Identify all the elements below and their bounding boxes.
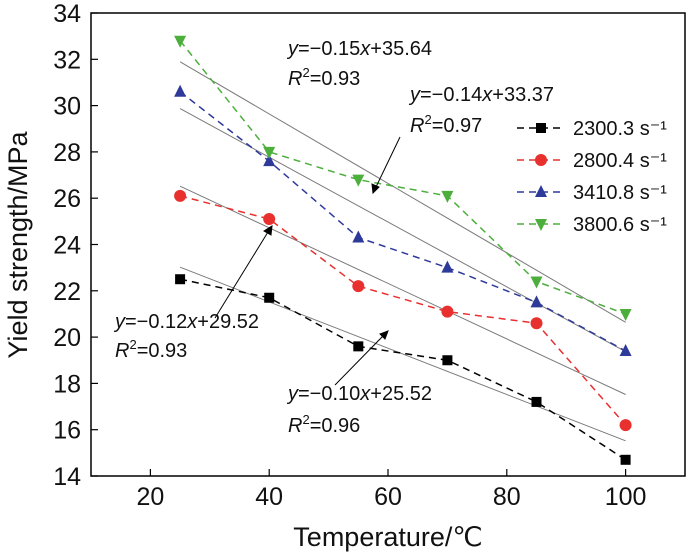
data-point [530, 317, 543, 330]
data-point [442, 355, 453, 366]
y-tick-label: 30 [53, 93, 81, 121]
x-tick-label: 40 [255, 483, 283, 511]
data-point [353, 341, 364, 352]
y-tick-label: 24 [53, 232, 81, 260]
fit-line [179, 185, 626, 395]
data-point [536, 123, 546, 133]
fit-line [179, 266, 626, 442]
data-point [535, 154, 547, 166]
x-tick-label: 20 [136, 483, 164, 511]
arrow-head [371, 183, 380, 195]
annotation-equation: y=−0.10x+25.52 [286, 383, 432, 405]
legend-label: 2800.4 s⁻¹ [573, 150, 667, 172]
data-point [174, 84, 187, 97]
data-point [535, 185, 547, 197]
plot-frame [90, 12, 686, 477]
data-point [620, 454, 631, 465]
annotation-r2: R2=0.93 [115, 337, 187, 362]
legend-label: 3800.6 s⁻¹ [573, 214, 667, 236]
data-point [263, 213, 276, 226]
legend-label: 3410.8 s⁻¹ [573, 182, 667, 204]
series-line [179, 91, 626, 352]
y-tick-label: 18 [53, 370, 81, 398]
y-tick-label: 28 [53, 139, 81, 167]
x-tick-label: 60 [374, 483, 402, 511]
data-point [263, 154, 276, 167]
data-point [619, 343, 632, 356]
data-point [352, 280, 365, 293]
y-tick-label: 22 [53, 278, 81, 306]
x-tick-label: 100 [605, 483, 647, 511]
series-line [179, 40, 626, 315]
y-tick-label: 20 [53, 324, 81, 352]
x-axis-title: Temperature/℃ [293, 522, 482, 552]
data-point [531, 396, 542, 407]
legend: 2300.3 s⁻¹ 2800.4 s⁻¹ 3410.8 s⁻¹ 3800.6 s⁻¹ [517, 118, 667, 236]
y-axis-title: Yield strength/MPa [3, 130, 33, 358]
data-point [619, 419, 632, 432]
y-tick-label: 32 [53, 46, 81, 74]
arrow-line [214, 231, 269, 319]
x-tick-label: 80 [493, 483, 521, 511]
legend-label: 2300.3 s⁻¹ [573, 118, 667, 140]
annotation-r2: R2=0.97 [410, 112, 482, 137]
annotation-equation: y=−0.12x+29.52 [113, 311, 259, 333]
tick-group: 20 40 60 80 100 14 16 18 20 22 24 26 28 30 32 34 [53, 0, 646, 511]
data-point [264, 292, 275, 303]
data-point [619, 308, 632, 321]
annotation-r2: R2=0.96 [288, 412, 360, 437]
data-point [175, 274, 186, 285]
data-point [174, 189, 187, 202]
series-line [179, 278, 627, 461]
data-point [263, 146, 276, 159]
y-tick-label: 26 [53, 185, 81, 213]
y-tick-label: 16 [53, 417, 81, 445]
annotation-equation: y=−0.14x+33.37 [408, 84, 554, 106]
arrow-line [375, 136, 401, 188]
data-point [174, 35, 187, 48]
arrow-head [379, 330, 389, 340]
data-point [441, 260, 454, 273]
y-tick-label: 34 [53, 0, 81, 28]
series-line [179, 195, 627, 426]
annotation-equation: y=−0.15x+35.64 [286, 38, 432, 60]
data-point [535, 219, 547, 231]
series-group [174, 35, 632, 465]
data-point [352, 230, 365, 243]
data-point [530, 276, 543, 289]
data-point [441, 305, 454, 318]
fit-line [179, 61, 626, 323]
data-point [352, 174, 365, 187]
data-point [441, 190, 454, 203]
data-point [530, 295, 543, 308]
arrow-head [263, 225, 273, 236]
y-tick-label: 14 [53, 463, 81, 491]
annotation-arrows [214, 136, 401, 386]
arrow-line [334, 335, 384, 386]
annotation-r2: R2=0.93 [288, 65, 360, 90]
